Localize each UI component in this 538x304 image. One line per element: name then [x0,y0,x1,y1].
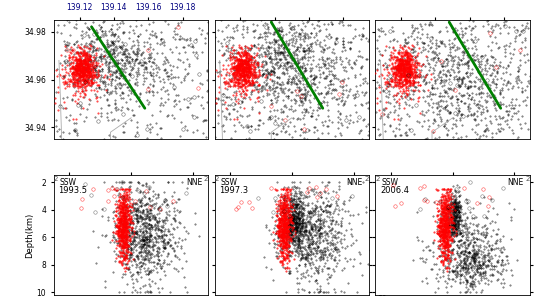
Text: 2006.4: 2006.4 [380,186,409,195]
Text: 2: 2 [54,176,58,182]
Text: NNE: NNE [346,178,363,187]
Text: NNE: NNE [507,178,524,187]
Text: 2: 2 [526,176,530,182]
Text: 2: 2 [376,176,380,182]
Text: SSW: SSW [60,178,77,187]
Text: 2: 2 [215,176,219,182]
Text: 1997.3: 1997.3 [219,186,249,195]
Text: SSW: SSW [381,178,399,187]
Text: 2: 2 [204,176,208,182]
Text: 2: 2 [365,176,369,182]
Text: NNE: NNE [186,178,202,187]
Y-axis label: Depth(km): Depth(km) [25,212,34,258]
Text: 1993.5: 1993.5 [59,186,88,195]
Text: SSW: SSW [221,178,238,187]
